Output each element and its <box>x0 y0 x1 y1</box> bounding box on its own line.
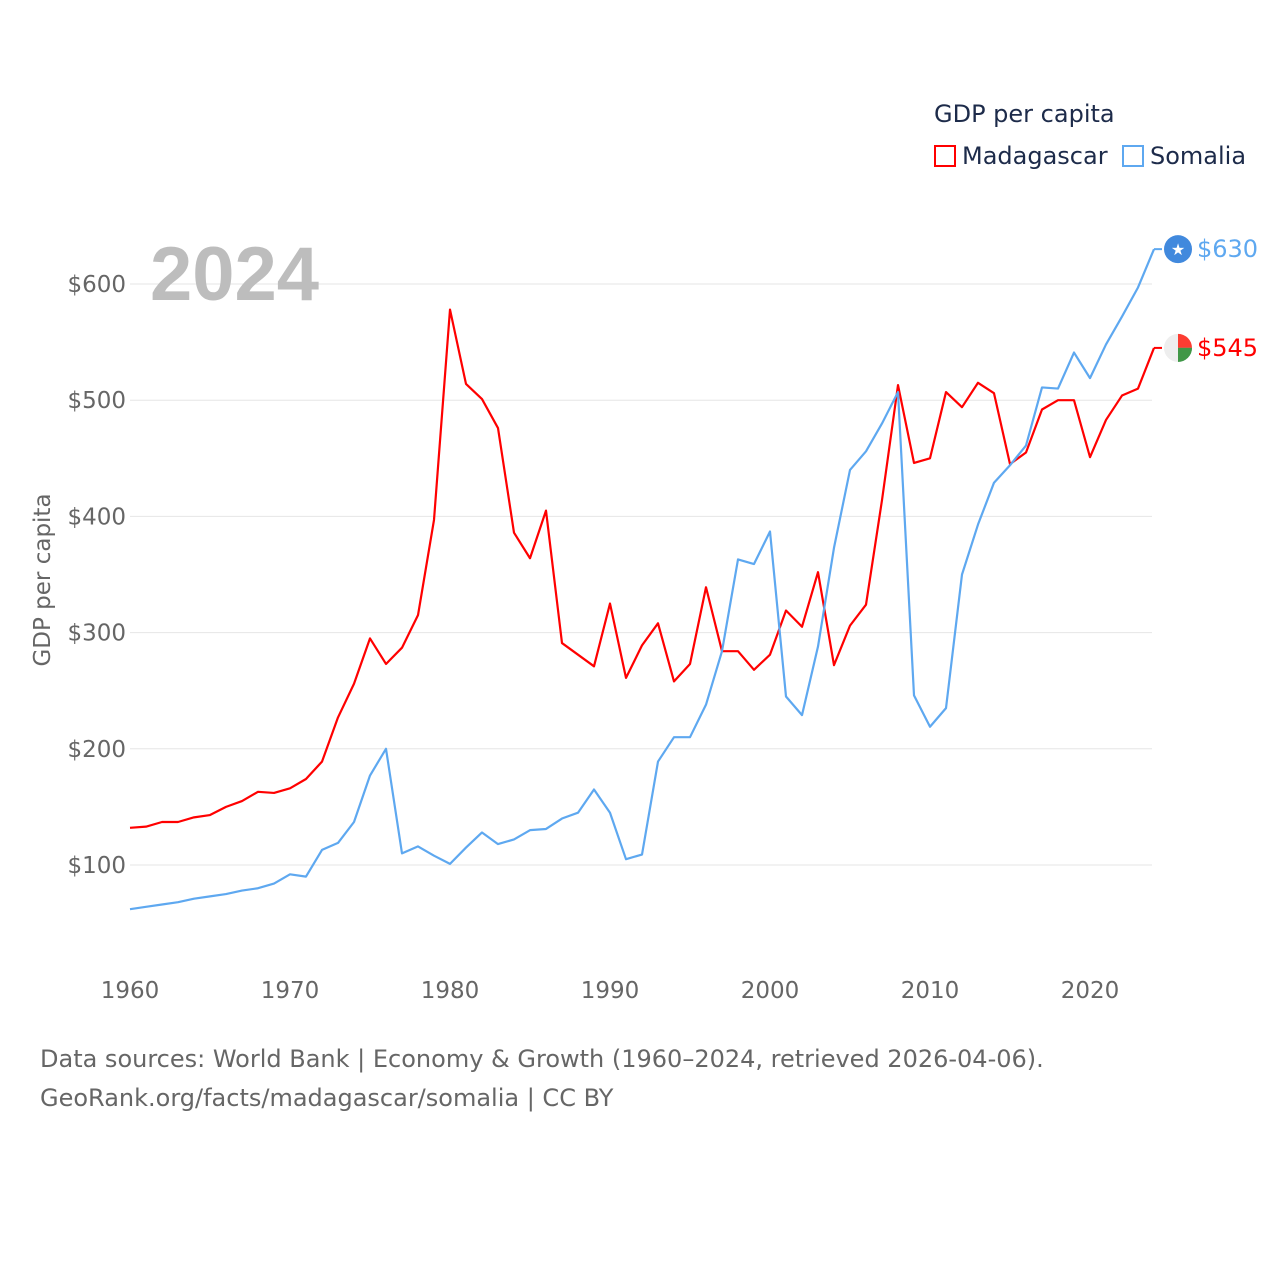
footer-sources: Data sources: World Bank | Economy & Gro… <box>40 1045 1044 1073</box>
legend-item-madagascar[interactable]: Madagascar <box>934 142 1108 170</box>
flag-white <box>1164 333 1178 362</box>
end-value-label: $545 <box>1197 334 1258 362</box>
y-tick-label: $200 <box>67 737 126 763</box>
series-line-somalia <box>129 248 1156 911</box>
y-axis-label: GDP per capita <box>30 493 56 666</box>
flag-green-shade <box>1178 347 1192 362</box>
legend-swatch <box>934 145 956 167</box>
x-tick-label: 2000 <box>741 978 800 1004</box>
y-tick-label: $300 <box>67 621 126 647</box>
footer-link[interactable]: GeoRank.org/facts/madagascar/somalia | C… <box>40 1084 614 1112</box>
madagascar-flag-icon <box>1164 333 1192 362</box>
x-tick-label: 1960 <box>101 978 160 1004</box>
y-tick-label: $600 <box>67 272 126 298</box>
legend-item-somalia[interactable]: Somalia <box>1122 142 1246 170</box>
star-icon: ★ <box>1171 240 1185 259</box>
x-tick-label: 1980 <box>421 978 480 1004</box>
end-value-label: $630 <box>1197 235 1258 263</box>
x-tick-label: 1970 <box>261 978 320 1004</box>
legend-title: GDP per capita <box>934 100 1115 128</box>
y-tick-label: $400 <box>67 504 126 530</box>
legend-label: Somalia <box>1150 142 1247 170</box>
somalia-flag-icon <box>1164 235 1192 264</box>
x-tick-label: 2020 <box>1061 978 1120 1004</box>
legend-swatch <box>1122 145 1144 167</box>
y-tick-label: $500 <box>67 388 126 414</box>
flag-red <box>1178 333 1192 348</box>
x-tick-label: 1990 <box>581 978 640 1004</box>
legend-label: Madagascar <box>962 142 1108 170</box>
y-tick-label: $100 <box>67 853 126 879</box>
x-tick-label: 2010 <box>901 978 960 1004</box>
year-label: 2024 <box>150 232 319 317</box>
series-line-madagascar <box>129 308 1156 829</box>
